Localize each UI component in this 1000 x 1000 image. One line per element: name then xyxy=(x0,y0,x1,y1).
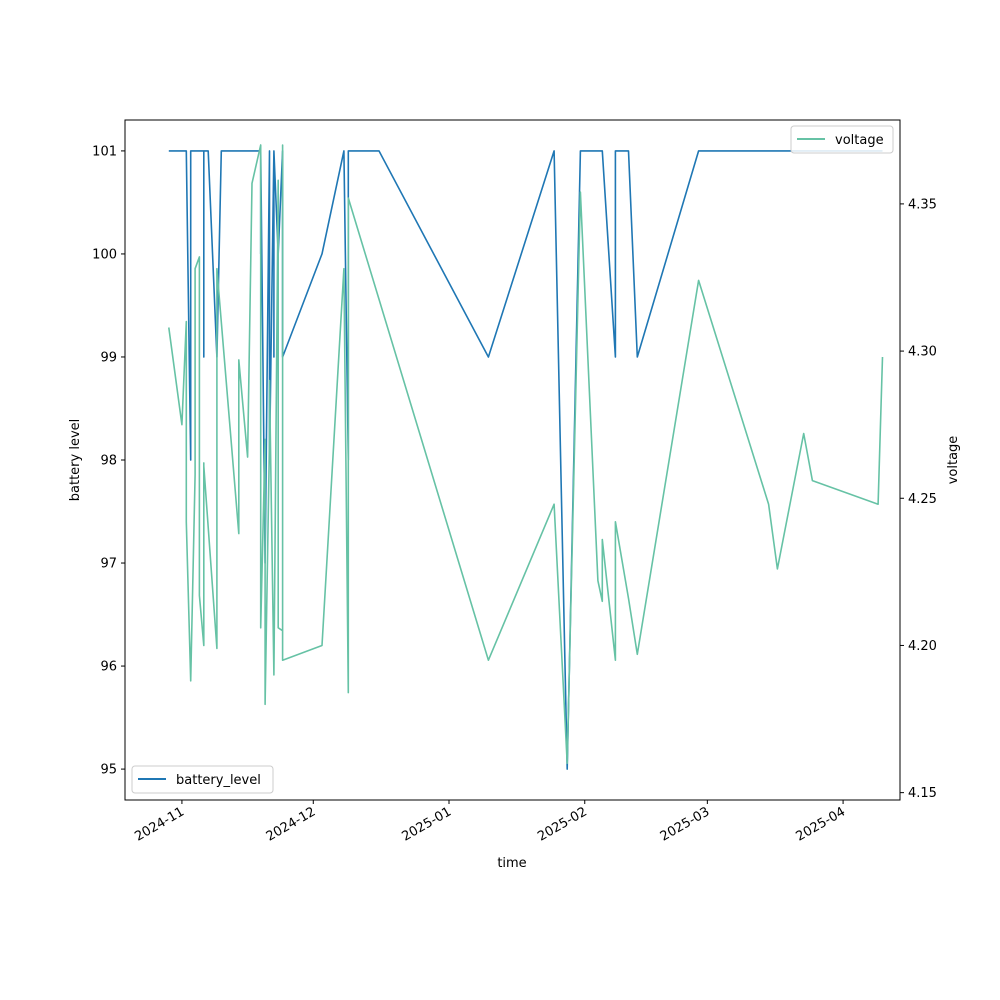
x-tick-label: 2025-04 xyxy=(794,804,849,844)
series-line-battery-level xyxy=(168,150,883,770)
y-right-tick-label: 4.35 xyxy=(908,197,937,212)
legend-battery-level: battery_level xyxy=(131,765,274,794)
series-line-voltage xyxy=(168,144,884,765)
y-left-tick-label: 97 xyxy=(100,557,117,572)
y-left-tick-label: 96 xyxy=(100,660,117,675)
series-layer xyxy=(168,144,884,770)
x-axis-label: time xyxy=(497,856,526,871)
x-tick-label: 2024-12 xyxy=(264,804,319,844)
legend-label-voltage: voltage xyxy=(835,133,884,148)
x-tick-label: 2025-03 xyxy=(658,804,713,844)
y-left-tick-label: 101 xyxy=(92,144,117,159)
y-left-axis-label: battery level xyxy=(68,419,83,502)
y-left-tick-label: 95 xyxy=(100,763,117,778)
y-right-axis-label: voltage xyxy=(946,436,961,485)
y-right-tick-label: 4.15 xyxy=(908,786,937,801)
legend-box xyxy=(790,125,894,154)
y-left-tick-label: 98 xyxy=(100,454,117,469)
plot-area xyxy=(125,120,900,800)
x-tick-label: 2025-02 xyxy=(535,804,590,844)
y-left-ticks: 95 96 97 98 99 100 101 xyxy=(92,144,125,778)
y-right-ticks: 4.15 4.20 4.25 4.30 4.35 xyxy=(900,197,937,801)
y-left-tick-label: 99 xyxy=(100,350,117,365)
x-tick-label: 2024-11 xyxy=(132,804,187,844)
y-right-tick-label: 4.20 xyxy=(908,639,937,654)
y-right-tick-label: 4.30 xyxy=(908,345,937,360)
x-tick-label: 2025-01 xyxy=(399,804,454,844)
legend-box xyxy=(131,765,274,794)
y-left-tick-label: 100 xyxy=(92,247,117,262)
x-ticks: 2024-11 2024-12 2025-01 2025-02 2025-03 2025-… xyxy=(132,800,848,845)
y-right-tick-label: 4.25 xyxy=(908,492,937,507)
legend-voltage: voltage xyxy=(790,125,894,154)
legend-label-battery-level: battery_level xyxy=(176,773,261,788)
